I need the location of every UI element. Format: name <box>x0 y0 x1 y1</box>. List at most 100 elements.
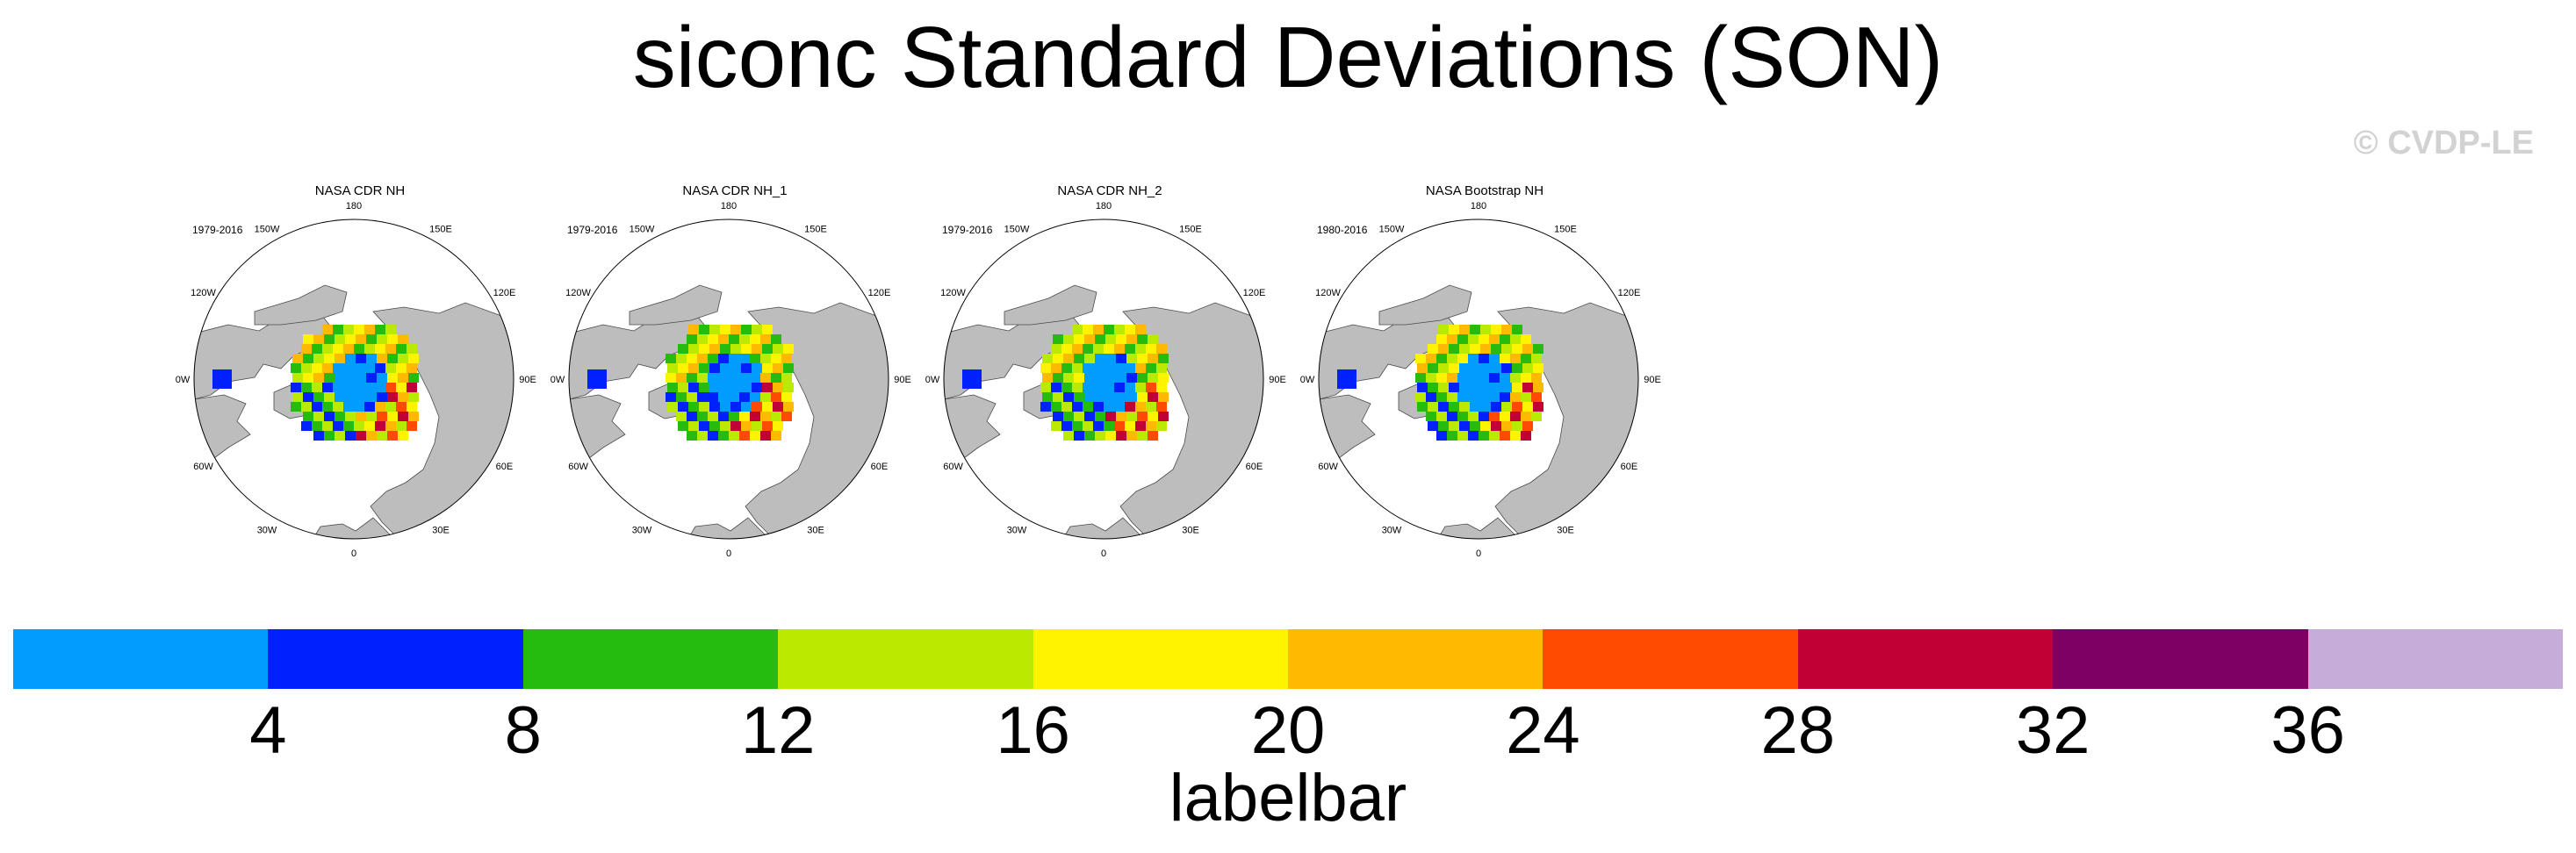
ice-cell <box>697 373 708 383</box>
ice-cell <box>1083 402 1093 412</box>
ice-cell <box>708 392 718 402</box>
ice-cell <box>739 373 750 383</box>
ice-cell <box>398 373 408 383</box>
longitude-label: 120E <box>1243 288 1266 298</box>
ice-cell <box>1093 325 1104 334</box>
ice-cell <box>729 373 739 383</box>
ice-cell <box>1083 344 1093 354</box>
ice-cell <box>697 431 708 441</box>
ice-cell <box>1480 383 1491 392</box>
labelbar-tick-label: 20 <box>1250 693 1326 768</box>
ice-cell <box>687 373 697 383</box>
longitude-label: 120W <box>565 288 591 298</box>
ice-cell <box>1125 325 1135 334</box>
ice-cell <box>1480 402 1491 412</box>
ice-cell <box>1148 431 1158 441</box>
ice-cell <box>408 412 419 421</box>
longitude-label: 90W <box>1300 375 1315 385</box>
ice-cell <box>762 402 773 412</box>
ice-cell <box>1436 412 1447 421</box>
ice-cell <box>377 354 387 363</box>
ice-cell <box>324 412 335 421</box>
ice-cell <box>720 325 730 334</box>
ice-cell <box>1522 383 1533 392</box>
ice-cell <box>697 392 708 402</box>
panel-period: 1980-2016 <box>1317 224 1368 236</box>
ice-cell <box>709 421 720 431</box>
ice-cell <box>1468 412 1479 421</box>
ice-cell <box>1470 383 1480 392</box>
ice-cell <box>343 402 354 412</box>
ice-cell <box>687 431 697 441</box>
ice-cell <box>1489 431 1500 441</box>
ice-cell <box>333 344 343 354</box>
ice-cell <box>750 354 760 363</box>
ice-cell <box>678 363 688 373</box>
ice-cell <box>773 383 783 392</box>
ice-cell <box>356 431 366 441</box>
ice-cell <box>1449 344 1459 354</box>
ice-cell <box>1083 383 1093 392</box>
labelbar <box>13 629 2564 689</box>
ice-cell <box>1146 402 1156 412</box>
ice-cell <box>1114 383 1125 392</box>
ice-cell <box>1053 354 1063 363</box>
ice-cell <box>1053 392 1063 402</box>
ice-cell <box>1042 392 1053 402</box>
ice-cell <box>688 344 699 354</box>
ice-cell <box>1158 392 1169 402</box>
longitude-label: 90W <box>550 375 565 385</box>
ice-cell <box>312 421 322 431</box>
longitude-label: 60E <box>871 462 889 472</box>
ice-cell <box>709 363 720 373</box>
ice-cell <box>687 334 697 344</box>
ice-cell <box>335 392 345 402</box>
ice-cell <box>1072 383 1083 392</box>
ice-cell <box>762 383 773 392</box>
ice-cell <box>1093 344 1104 354</box>
ice-cell <box>688 383 699 392</box>
ice-cell <box>322 421 333 431</box>
ice-cell <box>407 402 417 412</box>
ice-cell <box>1337 369 1356 389</box>
ice-cell <box>739 392 750 402</box>
ice-cell <box>1438 402 1449 412</box>
polar-map: 180 150E 120E 90E 60E 30E 0 30W 60W 90W 120W 150W <box>176 201 536 557</box>
ice-cell <box>292 354 303 363</box>
ice-cell <box>364 421 375 431</box>
ice-cell <box>688 325 699 334</box>
ice-cell <box>1447 392 1457 402</box>
land-bering <box>1004 284 1097 326</box>
ice-cell <box>1084 392 1095 402</box>
ice-cell <box>762 344 773 354</box>
ice-cell <box>699 402 709 412</box>
ice-cell <box>343 325 354 334</box>
ice-cell <box>408 373 419 383</box>
ice-cell <box>1158 354 1169 363</box>
ice-cell <box>1457 431 1468 441</box>
ice-cell <box>1063 354 1074 363</box>
ice-cell <box>781 392 792 402</box>
ice-cell <box>688 402 699 412</box>
ice-cell <box>1146 344 1156 354</box>
ice-cell <box>322 344 333 354</box>
ice-cell <box>366 392 377 402</box>
ice-cell <box>291 383 301 392</box>
ice-cell <box>1083 325 1093 334</box>
ice-cell <box>1051 421 1061 431</box>
ice-cell <box>324 373 335 383</box>
ice-cell <box>1489 392 1500 402</box>
labelbar-tick-label: 36 <box>2270 693 2345 768</box>
ice-cell <box>741 383 752 392</box>
ice-cell <box>687 412 697 421</box>
ice-cell <box>678 383 688 392</box>
ice-cell <box>1158 373 1169 383</box>
longitude-label: 120E <box>493 288 516 298</box>
ice-cell <box>730 421 741 431</box>
ice-cell <box>1105 392 1116 402</box>
ice-cell <box>1061 383 1072 392</box>
ice-cell <box>1459 383 1470 392</box>
ice-cell <box>1148 412 1158 421</box>
ice-cell <box>1104 402 1114 412</box>
ice-cell <box>729 392 739 402</box>
